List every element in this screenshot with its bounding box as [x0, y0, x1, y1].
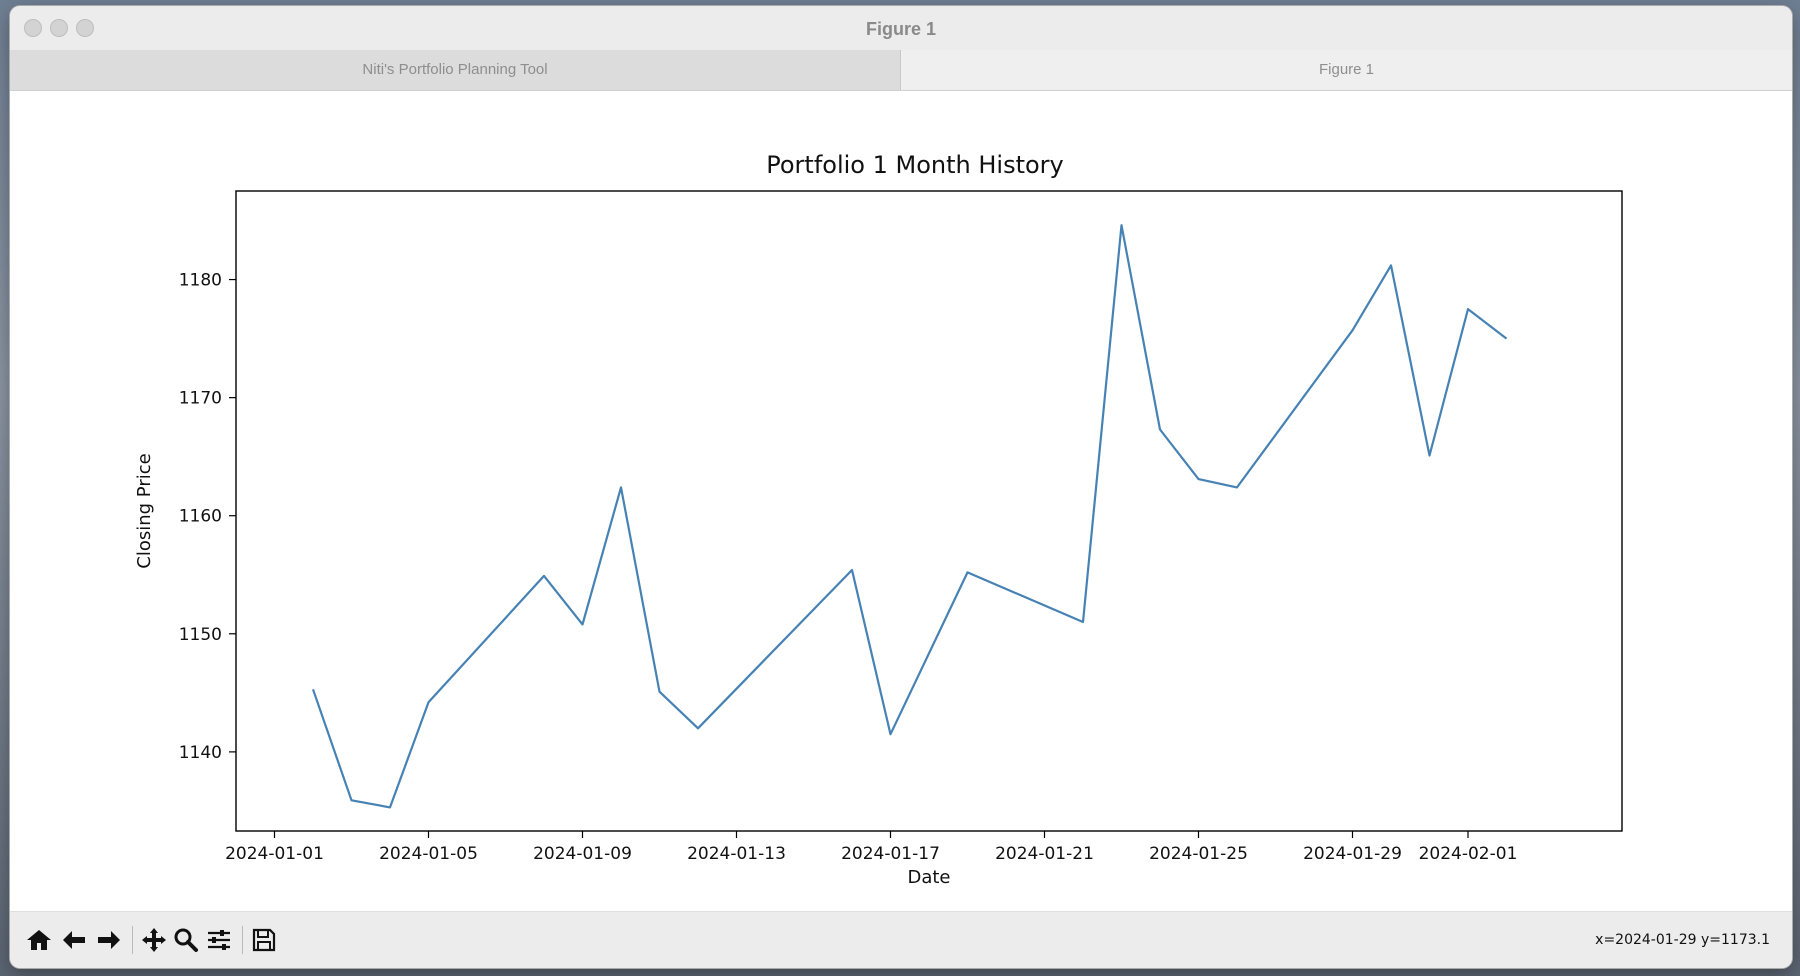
x-tick-label: 2024-02-01 — [1419, 844, 1518, 864]
x-tick-label: 2024-01-21 — [995, 844, 1094, 864]
tab-bar: Niti's Portfolio Planning Tool Figure 1 — [10, 50, 1792, 91]
cursor-coordinates: x=2024-01-29 y=1173.1 — [1595, 932, 1770, 948]
line-chart[interactable]: Portfolio 1 Month History 2024-01-01 2024… — [10, 91, 1792, 911]
tab-portfolio-tool[interactable]: Niti's Portfolio Planning Tool — [10, 50, 901, 90]
plot-area[interactable]: Portfolio 1 Month History 2024-01-01 2024… — [10, 91, 1792, 911]
home-icon[interactable] — [24, 924, 54, 956]
chart-title: Portfolio 1 Month History — [766, 151, 1064, 179]
y-tick-label: 1180 — [179, 271, 222, 291]
x-tick-label: 2024-01-17 — [841, 844, 940, 864]
tab-figure-1[interactable]: Figure 1 — [901, 50, 1792, 90]
x-tick-label: 2024-01-29 — [1303, 844, 1402, 864]
close-window-button[interactable] — [24, 19, 42, 37]
zoom-window-button[interactable] — [76, 19, 94, 37]
window-title: Figure 1 — [865, 19, 936, 39]
y-tick-label: 1150 — [179, 625, 222, 645]
figure-window: Figure 1 Niti's Portfolio Planning Tool … — [10, 6, 1792, 968]
series-line — [311, 224, 1508, 809]
x-tick-label: 2024-01-09 — [533, 844, 632, 864]
back-arrow-icon[interactable] — [59, 924, 89, 956]
minimize-window-button[interactable] — [50, 19, 68, 37]
forward-arrow-icon[interactable] — [94, 924, 124, 956]
zoom-icon[interactable] — [171, 924, 201, 956]
configure-subplots-icon[interactable] — [204, 924, 234, 956]
toolbar-separator — [242, 926, 243, 954]
x-axis-label: Date — [907, 867, 950, 888]
x-tick-label: 2024-01-25 — [1149, 844, 1248, 864]
x-tick-label: 2024-01-01 — [225, 844, 324, 864]
y-tick-label: 1140 — [179, 743, 222, 763]
x-axis: 2024-01-01 2024-01-05 2024-01-09 2024-01-13… — [225, 831, 1517, 864]
y-tick-label: 1160 — [179, 507, 222, 527]
data-points — [312, 225, 1507, 808]
title-bar: Figure 1 — [10, 6, 1792, 51]
save-icon[interactable] — [249, 924, 279, 956]
toolbar-separator — [132, 926, 133, 954]
pan-icon[interactable] — [139, 924, 169, 956]
axes-frame — [235, 190, 1623, 832]
navigation-toolbar: x=2024-01-29 y=1173.1 — [10, 911, 1792, 968]
y-axis: 1140 1150 1160 1170 1180 — [179, 271, 236, 763]
y-axis-label: Closing Price — [134, 453, 155, 568]
x-tick-label: 2024-01-13 — [687, 844, 786, 864]
x-tick-label: 2024-01-05 — [379, 844, 478, 864]
y-tick-label: 1170 — [179, 389, 222, 409]
